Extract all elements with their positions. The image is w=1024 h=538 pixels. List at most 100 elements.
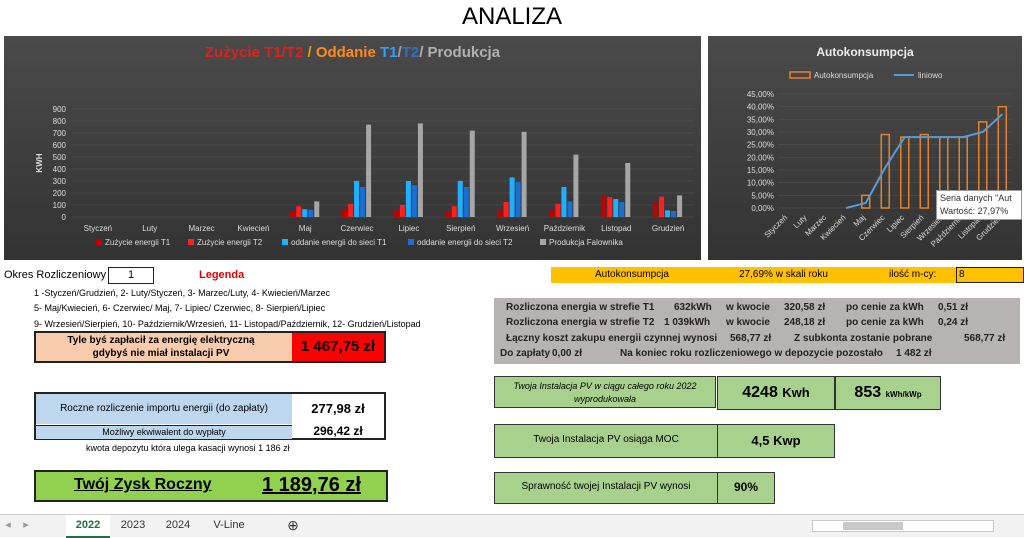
y-tick-label: 900	[53, 105, 67, 114]
pv-prod-line1: Twoja Instalacja PV w ciągu całego roku …	[513, 381, 697, 391]
y-axis-label: KWH	[35, 153, 44, 172]
r1-label: Rozliczona energia w strefie T1	[506, 302, 655, 313]
x-tick-label: Styczeń	[84, 224, 112, 233]
y-tick-label: 40,00%	[747, 103, 774, 112]
chart-title-part-4: /	[397, 44, 402, 61]
r4-value: 0,00 zł	[552, 348, 583, 359]
bar-0	[497, 210, 503, 217]
pv-efficiency-value: 90%	[717, 472, 775, 504]
y-tick-label: 700	[53, 129, 67, 138]
y-tick-label: 10,00%	[747, 179, 774, 188]
tab-scroll-right-icon[interactable]: ▸	[23, 519, 29, 531]
bar-1	[555, 203, 561, 217]
okres-input[interactable]: 1	[108, 267, 154, 284]
tooltip-line1: Seria danych "Aut	[940, 193, 1012, 203]
months-input[interactable]: 8	[956, 267, 1024, 283]
tab-2023[interactable]: 2023	[120, 519, 146, 531]
r4-deposit-value: 1 482 zł	[896, 348, 932, 359]
trend-line	[845, 113, 1003, 209]
r1-amount: 320,58 zł	[784, 302, 826, 313]
bar-4	[314, 201, 320, 217]
chart-title-part-3: T1	[380, 44, 398, 61]
annual-profit-box: Twój Zysk Roczny 1 189,76 zł	[34, 470, 388, 502]
pv-power-value: 4,5	[751, 433, 770, 448]
r4-deposit-label: Na koniec roku rozliczeniowego w depozyc…	[620, 348, 883, 359]
tooltip-line2: Wartość: 27,97%	[940, 206, 1009, 216]
auto-bar	[861, 194, 871, 209]
bar-3	[308, 209, 314, 217]
legend-swatch	[282, 239, 288, 245]
tab-2024[interactable]: 2024	[165, 519, 191, 531]
y-tick-label: 600	[53, 141, 67, 150]
r2-label: Rozliczona energia w strefie T2	[506, 317, 655, 328]
legend-label: liniowo	[918, 71, 943, 80]
auto-bar	[919, 133, 929, 209]
y-tick-label: 30,00%	[747, 128, 774, 137]
auto-bar	[880, 133, 890, 209]
autokonsumpcja-bar: Autokonsumpcja 27,69% w skali roku ilość…	[551, 267, 957, 283]
x-tick-label: Lipiec	[398, 224, 419, 233]
legend-line-2: 5- Maj/Kwiecień, 6- Czerwiec/ Maj, 7- Li…	[34, 303, 326, 313]
autokonsumpcja-chart[interactable]: Autokonsumpcja Autokonsumpcja liniowo 0,00%…	[708, 36, 1022, 260]
r1-kw: w kwocie	[726, 302, 770, 313]
scrollbar-thumb[interactable]	[843, 522, 903, 530]
bar-2	[665, 210, 671, 217]
r1-kwh: 632kWh	[674, 302, 712, 313]
r2-kw: w kwocie	[726, 317, 770, 328]
x-tick-label: Luty	[142, 224, 157, 233]
tab-v-line[interactable]: V-Line	[213, 519, 245, 531]
bar-1	[451, 206, 457, 217]
chart-title-part-0: Zużycie T1/T2	[204, 44, 304, 61]
bar-4	[677, 195, 683, 217]
r3-value: 568,77 zł	[730, 333, 772, 344]
pv-kwh-value: 4248	[742, 384, 778, 401]
bar-1	[503, 202, 509, 217]
x-tick-label: Grudzień	[652, 224, 684, 233]
bar-4	[625, 163, 631, 217]
no-pv-cost-box: Tyle byś zapłacił za energię elektryczną…	[34, 331, 386, 363]
bar-4	[469, 130, 475, 217]
bar-4	[417, 123, 423, 217]
x-tick-label: Sierpień	[446, 224, 475, 233]
legend-swatch	[408, 239, 414, 245]
deposit-note: kwota depozytu która ulega kasacji wynos…	[86, 443, 290, 453]
pv-production-label-box: Twoja Instalacja PV w ciągu całego roku …	[494, 376, 716, 408]
energy-settlement-table: Rozliczona energia w strefie T1 632kWh w…	[494, 298, 1020, 364]
legend-label: Autokonsumpcja	[814, 71, 874, 80]
y-tick-label: 800	[53, 117, 67, 126]
r1-price: 0,51 zł	[938, 302, 969, 313]
legenda-label: Legenda	[199, 269, 245, 281]
r2-amount: 248,18 zł	[784, 317, 826, 328]
bar-3	[619, 202, 625, 217]
auto-bar-value: 27,69% w skali roku	[739, 269, 828, 280]
horizontal-scrollbar[interactable]	[812, 520, 994, 532]
x-tick-label: Marzec	[188, 224, 214, 233]
chart-plot: 0 100 200 300 400 500 600 700 800 900 KWH Styczeń Lu…	[35, 105, 694, 247]
bar-2	[613, 199, 619, 217]
bar-2	[354, 181, 360, 217]
bar-2	[405, 181, 411, 217]
chart-title-part-6: / Produkcja	[419, 44, 501, 61]
no-pv-label: Tyle byś zapłacił za energię elektryczną…	[36, 334, 286, 360]
profit-label: Twój Zysk Roczny	[74, 476, 212, 493]
tab-2022[interactable]: 2022	[66, 515, 110, 538]
bar-3	[463, 187, 469, 217]
y-tick-label: 25,00%	[747, 141, 774, 150]
page-title: ANALIZA	[461, 3, 563, 30]
legend-swatch	[188, 239, 194, 245]
auto-bar	[900, 136, 910, 209]
pv-per-value: 853	[854, 384, 882, 401]
x-tick-label: Maj	[299, 224, 312, 233]
tab-scroll-left-icon[interactable]: ◂	[5, 519, 11, 531]
consumption-chart[interactable]: Zużycie T1/T2 / Oddanie T1/T2/ Produkcja…	[4, 36, 701, 260]
y-tick-label: 20,00%	[747, 153, 774, 162]
bar-0	[653, 201, 659, 217]
bar-1	[659, 196, 665, 217]
bar-3	[360, 187, 366, 217]
profit-value: 1 189,76 zł	[262, 474, 361, 496]
legend-swatch	[789, 71, 811, 79]
r3-subaccount-value: 568,77 zł	[964, 333, 1006, 344]
pv-kwh-unit: Kwh	[782, 385, 810, 400]
add-sheet-icon[interactable]: ⊕	[287, 517, 299, 533]
bar-2	[457, 181, 463, 217]
